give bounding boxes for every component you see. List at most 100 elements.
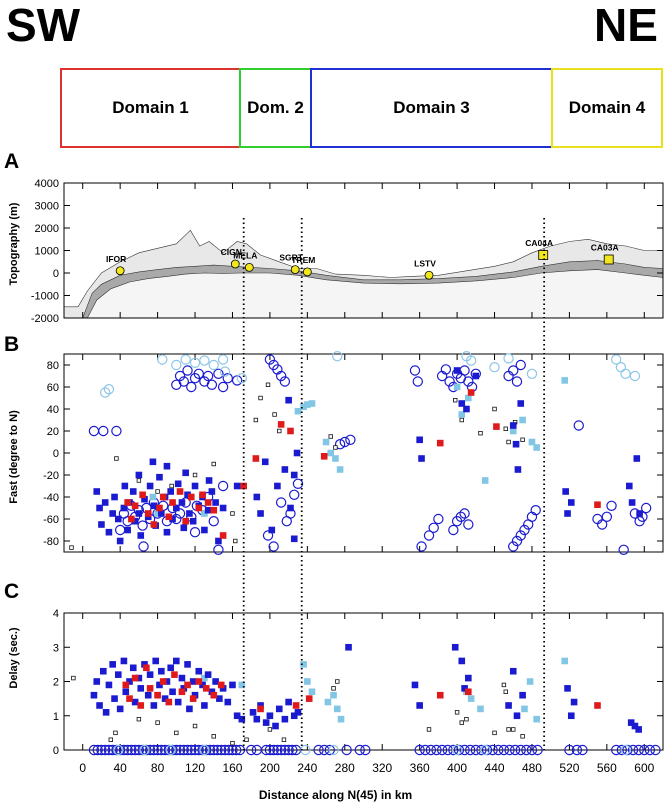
data-point-light-blue-squares [308, 400, 316, 407]
data-point-blue-squares [257, 702, 264, 709]
data-point-blue-open-circles [99, 744, 111, 756]
data-point-blue-squares [262, 719, 270, 726]
data-point-red-squares [159, 678, 167, 685]
data-point-light-blue-open-circles [180, 354, 191, 365]
data-point-blue-squares [562, 488, 569, 495]
station-trem-label: TREM [291, 255, 315, 265]
data-point-blue-squares [517, 400, 525, 407]
data-point-blue-squares [124, 526, 131, 534]
data-point-blue-squares [204, 506, 212, 514]
data-point-blue-open-circles [459, 744, 470, 756]
data-point-light-blue-squares [322, 438, 330, 446]
data-point-blue-squares [253, 493, 261, 501]
y-tick-label: 2 [53, 677, 59, 689]
data-point-light-blue-open-circles [479, 744, 491, 756]
data-point-red-squares [594, 501, 601, 508]
data-point-blue-squares [215, 537, 222, 545]
data-point-blue-squares [290, 471, 298, 479]
data-point-blue-squares [135, 674, 143, 682]
data-point-blue-open-circles [519, 524, 530, 536]
data-point-blue-open-circles [616, 744, 628, 756]
data-point-blue-squares [458, 657, 466, 665]
data-point-light-blue-squares [477, 705, 484, 713]
y-tick-label: -40 [43, 492, 59, 504]
data-point-blue-squares [114, 671, 122, 678]
data-point-blue-open-circles [498, 744, 510, 756]
data-point-red-squares [202, 685, 210, 692]
data-point-blue-open-circles [341, 744, 352, 756]
data-point-blue-open-circles [193, 744, 204, 756]
data-point-blue-squares [285, 396, 292, 404]
data-point-blue-squares [129, 488, 137, 495]
data-point-blue-open-circles [463, 519, 474, 530]
data-point-blue-squares [287, 504, 294, 512]
data-point-blue-squares [169, 515, 176, 523]
data-point-blue-squares [224, 698, 232, 706]
data-point-blue-squares [238, 715, 246, 723]
data-point-blue-open-circles [493, 744, 504, 756]
data-point-blue-open-circles [487, 744, 498, 756]
data-point-blue-squares [150, 702, 158, 709]
data-point-blue-open-circles [114, 524, 126, 536]
data-point-blue-squares [96, 702, 103, 709]
data-point-blue-squares [274, 482, 281, 490]
data-point-blue-open-circles [431, 744, 442, 756]
data-point-blue-open-circles [409, 365, 421, 376]
data-point-blue-open-circles [111, 425, 122, 437]
data-point-light-blue-open-circles [99, 387, 111, 398]
data-point-blue-squares [150, 502, 158, 510]
data-point-blue-open-circles [178, 744, 189, 756]
data-point-blue-open-circles [174, 508, 186, 519]
x-tick-label: 40 [113, 761, 127, 775]
data-point-blue-squares [505, 702, 512, 709]
data-point-blue-open-circles [508, 365, 519, 376]
data-point-black-open-squares [520, 734, 525, 739]
data-point-blue-open-circles [245, 744, 257, 756]
y-tick-label: 3000 [35, 201, 59, 213]
data-point-blue-open-circles [208, 516, 219, 527]
data-point-red-squares [124, 499, 131, 506]
data-point-blue-open-circles [459, 365, 470, 376]
data-point-blue-open-circles [272, 744, 283, 756]
data-point-blue-open-circles [412, 376, 423, 387]
data-point-red-squares [436, 691, 444, 699]
data-point-blue-squares [105, 528, 113, 536]
data-point-blue-squares [229, 681, 236, 689]
data-point-blue-squares [137, 532, 145, 539]
data-point-light-blue-squares [300, 661, 307, 668]
data-point-blue-squares [266, 712, 274, 720]
data-point-blue-open-circles [425, 744, 437, 756]
x-tick-label: 280 [335, 761, 355, 775]
data-point-blue-open-circles [606, 500, 617, 511]
data-point-blue-squares [195, 667, 203, 675]
data-point-black-open-squares [333, 445, 338, 450]
data-point-blue-squares [216, 695, 223, 702]
data-point-black-open-squares [155, 720, 160, 725]
data-point-blue-squares [120, 657, 128, 665]
data-point-light-blue-open-circles [328, 744, 339, 756]
data-point-light-blue-squares [519, 416, 526, 424]
data-point-red-squares [219, 532, 227, 539]
data-point-blue-squares [184, 491, 191, 499]
data-point-light-blue-squares [521, 705, 528, 713]
data-point-blue-squares [90, 691, 98, 699]
data-point-red-squares [184, 681, 191, 689]
data-point-blue-open-circles [324, 744, 336, 756]
x-tick-label: 320 [372, 761, 392, 775]
data-point-blue-squares [167, 664, 174, 672]
data-point-light-blue-open-circles [465, 355, 477, 366]
data-point-blue-squares [116, 705, 124, 713]
data-point-blue-squares [567, 712, 575, 720]
data-point-red-squares [146, 685, 154, 692]
data-point-blue-squares [208, 488, 216, 495]
data-point-blue-open-circles [212, 744, 223, 756]
x-tick-label: 400 [447, 761, 467, 775]
data-point-blue-squares [109, 510, 116, 517]
data-point-light-blue-squares [324, 698, 332, 706]
data-point-blue-squares [121, 482, 129, 490]
data-point-blue-squares [233, 712, 241, 720]
data-point-red-squares [156, 504, 163, 512]
data-point-blue-open-circles [459, 508, 470, 519]
data-point-light-blue-squares [561, 377, 569, 384]
